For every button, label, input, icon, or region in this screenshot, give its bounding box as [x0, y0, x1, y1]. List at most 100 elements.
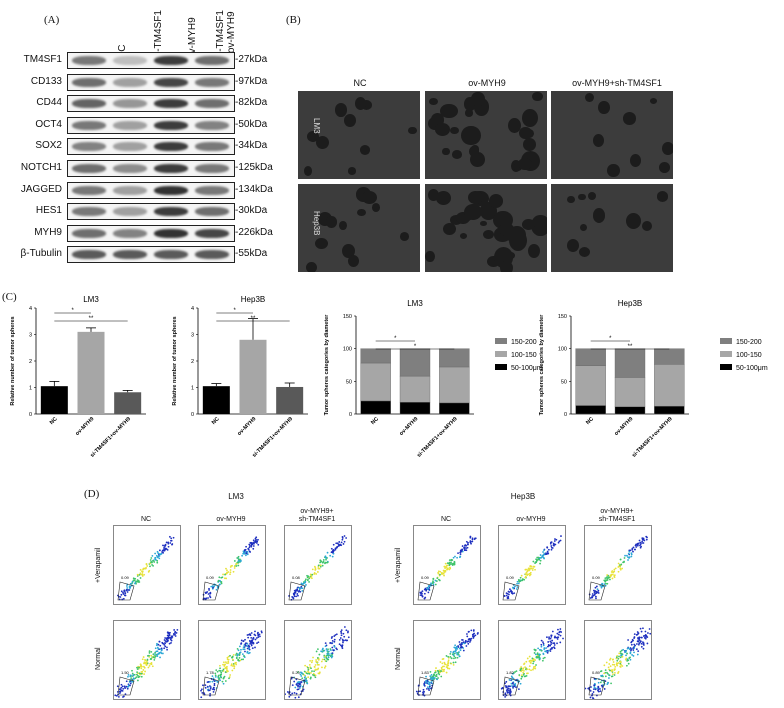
stacked-bar-segment	[399, 402, 431, 415]
tumor-sphere	[425, 251, 435, 263]
event-dot	[120, 683, 123, 686]
event-dot	[172, 536, 175, 539]
event-dot	[613, 674, 616, 676]
event-dot	[330, 547, 333, 550]
event-dot	[316, 656, 319, 659]
event-dot	[157, 643, 160, 646]
event-dot	[591, 593, 594, 595]
event-dot	[620, 563, 623, 566]
protein-band	[113, 142, 147, 152]
event-dot	[254, 630, 256, 633]
event-dot	[514, 585, 516, 588]
event-dot	[141, 573, 144, 576]
event-dot	[117, 695, 120, 698]
event-dot	[643, 637, 646, 639]
event-dot	[253, 633, 256, 636]
event-dot	[120, 590, 123, 593]
tumor-sphere	[360, 100, 373, 111]
event-dot	[637, 632, 640, 635]
event-dot	[549, 650, 552, 652]
event-dot	[314, 674, 317, 677]
flow-row-label: +Verapamil	[395, 547, 402, 583]
flow-density-plot: 0.09	[502, 535, 562, 601]
event-dot	[242, 550, 245, 553]
event-dot	[340, 629, 343, 632]
event-dot	[239, 558, 241, 561]
event-dot	[159, 644, 162, 647]
stacked-bar-segment	[614, 348, 646, 378]
legend-swatch	[720, 364, 732, 370]
event-dot	[613, 568, 616, 571]
gate-outline	[417, 676, 435, 696]
tumor-sphere	[500, 260, 513, 272]
event-dot	[153, 656, 156, 659]
flow-plot: 0.09	[413, 525, 481, 605]
gate-outline	[417, 581, 435, 601]
event-dot	[208, 587, 210, 590]
event-dot	[642, 642, 645, 645]
event-dot	[599, 690, 602, 693]
event-dot	[473, 632, 476, 635]
event-dot	[214, 674, 217, 677]
event-dot	[620, 663, 623, 666]
event-dot	[138, 672, 141, 675]
event-dot	[142, 656, 145, 658]
event-dot	[604, 577, 607, 580]
event-dot	[294, 686, 297, 689]
event-dot	[224, 663, 227, 666]
event-dot	[429, 675, 432, 678]
event-dot	[641, 538, 644, 541]
event-dot	[156, 561, 159, 564]
tumor-sphere	[357, 209, 366, 217]
stacked-bar-segment	[575, 405, 606, 415]
significance-marker: *	[71, 308, 74, 314]
event-dot	[323, 666, 326, 669]
significance-marker: **	[251, 316, 256, 322]
event-dot	[535, 656, 538, 659]
event-dot	[162, 551, 165, 554]
event-dot	[433, 673, 435, 676]
blot-protein-label: SOX2	[35, 140, 62, 152]
event-dot	[220, 581, 223, 583]
event-dot	[640, 642, 643, 645]
event-dot	[340, 541, 343, 544]
event-dot	[222, 682, 225, 685]
event-dot	[317, 648, 319, 651]
event-dot	[456, 653, 459, 656]
event-dot	[160, 647, 163, 650]
flow-group-title: LM3	[228, 492, 244, 501]
event-dot	[541, 659, 544, 662]
event-dot	[220, 676, 223, 679]
event-dot	[126, 587, 129, 589]
event-dot	[540, 645, 543, 648]
event-dot	[151, 554, 154, 557]
event-dot	[636, 544, 639, 547]
event-dot	[609, 578, 611, 581]
event-dot	[335, 633, 338, 636]
event-dot	[291, 684, 294, 687]
event-dot	[539, 554, 542, 556]
event-dot	[509, 685, 511, 688]
event-dot	[456, 652, 459, 654]
event-dot	[136, 668, 139, 671]
event-dot	[163, 548, 165, 551]
event-dot	[247, 636, 250, 639]
significance-marker: *	[414, 344, 417, 350]
event-dot	[257, 543, 260, 546]
event-dot	[432, 578, 435, 580]
gate-percentage: 1.83	[421, 670, 430, 675]
event-dot	[296, 589, 298, 592]
event-dot	[324, 665, 327, 668]
event-dot	[619, 565, 621, 568]
tumor-sphere	[626, 212, 642, 230]
event-dot	[330, 637, 333, 639]
event-dot	[157, 552, 160, 555]
tumor-sphere	[522, 109, 538, 128]
event-dot	[642, 644, 645, 646]
event-dot	[428, 681, 431, 684]
event-dot	[137, 679, 139, 682]
event-dot	[550, 545, 553, 547]
event-dot	[623, 557, 626, 559]
event-dot	[520, 667, 523, 670]
event-dot	[312, 656, 314, 659]
